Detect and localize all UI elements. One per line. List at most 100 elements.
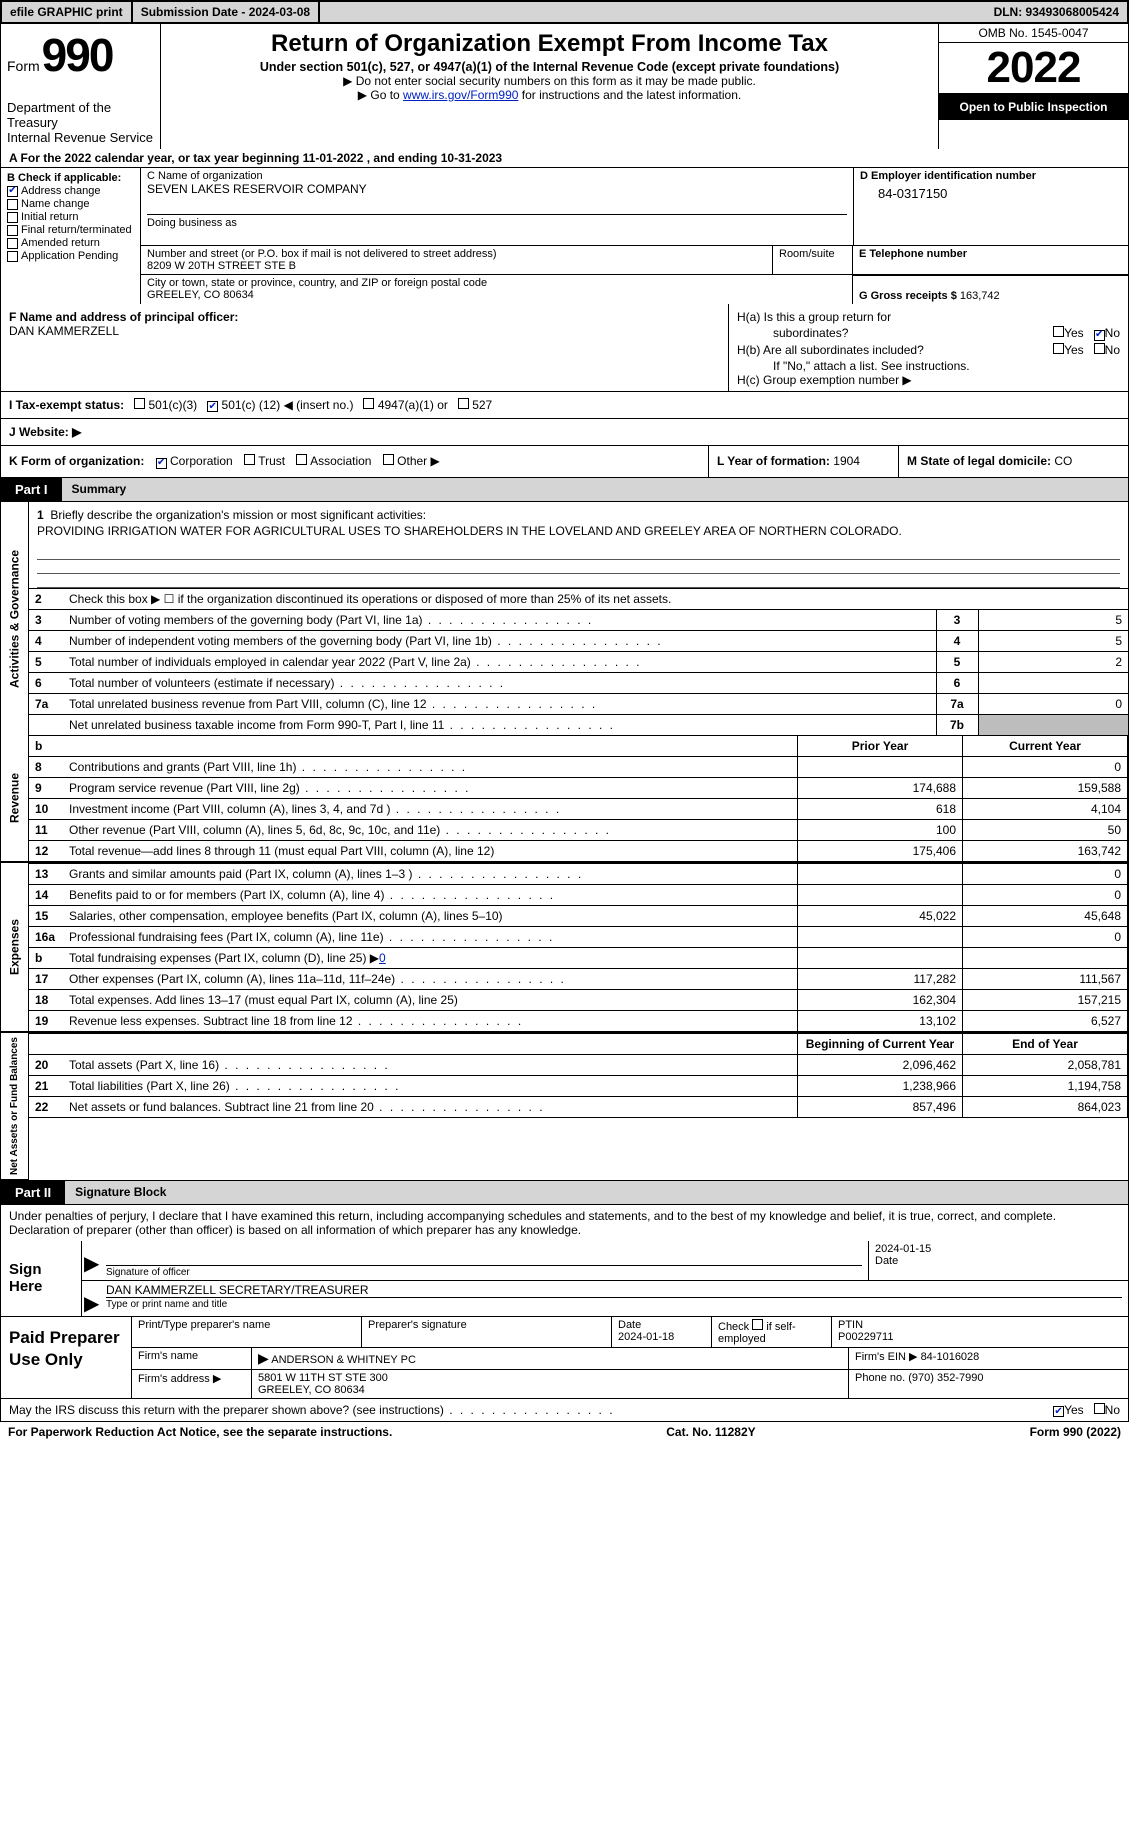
tab-expenses: Expenses bbox=[1, 863, 29, 1032]
checkbox-icon[interactable] bbox=[1053, 343, 1064, 354]
topbar: efile GRAPHIC print Submission Date - 20… bbox=[0, 0, 1129, 24]
irs-link[interactable]: www.irs.gov/Form990 bbox=[403, 88, 518, 102]
row-j-website: J Website: ▶ bbox=[0, 419, 1129, 446]
phone-label: E Telephone number bbox=[859, 248, 1122, 260]
tax-exempt-status: I Tax-exempt status: 501(c)(3) 501(c) (1… bbox=[1, 392, 1128, 419]
tax-year: 2022 bbox=[939, 43, 1128, 94]
part2-number: Part II bbox=[1, 1181, 65, 1204]
box-k: K Form of organization: Corporation Trus… bbox=[1, 446, 708, 477]
checkbox-icon[interactable] bbox=[7, 238, 18, 249]
room-suite: Room/suite bbox=[773, 246, 853, 274]
box-b: B Check if applicable: Address change Na… bbox=[1, 168, 141, 304]
col-end: End of Year bbox=[963, 1033, 1128, 1054]
gross-receipts-label: G Gross receipts $ bbox=[859, 290, 957, 302]
arrow-icon: ▶ bbox=[82, 1281, 100, 1316]
sign-here-label: Sign Here bbox=[1, 1241, 81, 1316]
checkbox-icon[interactable] bbox=[7, 251, 18, 262]
box-l: L Year of formation: 1904 bbox=[708, 446, 898, 477]
checkbox-icon[interactable] bbox=[1094, 343, 1105, 354]
checkbox-icon[interactable] bbox=[134, 398, 145, 409]
mission-text: PROVIDING IRRIGATION WATER FOR AGRICULTU… bbox=[37, 522, 1120, 544]
checkbox-icon[interactable] bbox=[1053, 326, 1064, 337]
line-1: 1 Briefly describe the organization's mi… bbox=[29, 502, 1128, 546]
blank-line bbox=[37, 546, 1120, 560]
part2-header: Part II Signature Block bbox=[0, 1181, 1129, 1205]
chk-name-change: Name change bbox=[7, 198, 134, 210]
checkbox-icon[interactable] bbox=[207, 401, 218, 412]
goto-prefix: ▶ Go to bbox=[358, 88, 403, 102]
signature-declaration: Under penalties of perjury, I declare th… bbox=[0, 1205, 1129, 1241]
checkbox-icon[interactable] bbox=[1053, 1406, 1064, 1417]
discuss-with-preparer: May the IRS discuss this return with the… bbox=[0, 1399, 1129, 1423]
checkbox-icon[interactable] bbox=[7, 199, 18, 210]
part1-body: Activities & Governance 1 Briefly descri… bbox=[0, 502, 1129, 1181]
submission-date: Submission Date - 2024-03-08 bbox=[133, 2, 320, 22]
dba-label: Doing business as bbox=[147, 214, 847, 229]
col-prior-year: Prior Year bbox=[798, 735, 963, 756]
box-d: D Employer identification number 84-0317… bbox=[853, 168, 1128, 245]
instructions-link-line: ▶ Go to www.irs.gov/Form990 for instruct… bbox=[171, 88, 928, 102]
irs-label: Internal Revenue Service bbox=[7, 130, 154, 145]
city-row: City or town, state or province, country… bbox=[141, 274, 1128, 304]
net-assets-table: Beginning of Current YearEnd of Year 20T… bbox=[29, 1033, 1128, 1118]
form-subtitle: Under section 501(c), 527, or 4947(a)(1)… bbox=[171, 60, 928, 74]
checkbox-icon[interactable] bbox=[1094, 330, 1105, 341]
preparer-name-label: Print/Type preparer's name bbox=[132, 1317, 362, 1347]
header-left: Form 990 Department of the Treasury Inte… bbox=[1, 24, 161, 149]
name-label: C Name of organization bbox=[147, 170, 847, 182]
org-name-block: C Name of organization SEVEN LAKES RESER… bbox=[141, 168, 853, 245]
blank-line bbox=[37, 574, 1120, 588]
chk-address-change: Address change bbox=[7, 185, 134, 197]
officer-name: DAN KAMMERZELL bbox=[9, 324, 720, 338]
chk-initial-return: Initial return bbox=[7, 211, 134, 223]
checkbox-icon[interactable] bbox=[244, 454, 255, 465]
checkbox-icon[interactable] bbox=[7, 225, 18, 236]
firm-phone: Phone no. (970) 352-7990 bbox=[848, 1370, 1128, 1398]
col-beginning: Beginning of Current Year bbox=[798, 1033, 963, 1054]
checkbox-icon[interactable] bbox=[7, 212, 18, 223]
row-klm: K Form of organization: Corporation Trus… bbox=[0, 446, 1129, 478]
sign-here-block: Sign Here ▶ Signature of officer 2024-01… bbox=[0, 1241, 1129, 1317]
tab-activities: Activities & Governance bbox=[1, 502, 29, 735]
preparer-date: Date2024-01-18 bbox=[612, 1317, 712, 1347]
box-b-label: B Check if applicable: bbox=[7, 172, 134, 184]
box-h: H(a) Is this a group return for subordin… bbox=[728, 304, 1128, 391]
checkbox-icon[interactable] bbox=[296, 454, 307, 465]
checkbox-icon[interactable] bbox=[1094, 1403, 1105, 1414]
checkbox-icon[interactable] bbox=[458, 398, 469, 409]
open-to-public: Open to Public Inspection bbox=[939, 94, 1128, 120]
header-right: OMB No. 1545-0047 2022 Open to Public In… bbox=[938, 24, 1128, 149]
officer-signature: Signature of officer bbox=[100, 1241, 868, 1280]
tab-revenue: Revenue bbox=[1, 735, 29, 862]
checkbox-icon[interactable] bbox=[156, 458, 167, 469]
governance-table: 2Check this box ▶ ☐ if the organization … bbox=[29, 588, 1128, 735]
firm-address: 5801 W 11TH ST STE 300GREELEY, CO 80634 bbox=[252, 1370, 848, 1398]
chk-final-return: Final return/terminated bbox=[7, 224, 134, 236]
col-current-year: Current Year bbox=[963, 735, 1128, 756]
form-header: Form 990 Department of the Treasury Inte… bbox=[0, 24, 1129, 149]
checkbox-icon[interactable] bbox=[752, 1319, 763, 1330]
ein-value: 84-0317150 bbox=[860, 182, 1122, 205]
firm-address-label: Firm's address ▶ bbox=[132, 1370, 252, 1398]
firm-ein: Firm's EIN ▶ 84-1016028 bbox=[848, 1348, 1128, 1369]
form-page-label: Form 990 (2022) bbox=[1030, 1425, 1121, 1439]
form-number: 990 bbox=[42, 28, 113, 82]
street-address: Number and street (or P.O. box if mail i… bbox=[141, 246, 773, 274]
part2-title: Signature Block bbox=[65, 1181, 1128, 1204]
form-title: Return of Organization Exempt From Incom… bbox=[171, 30, 928, 58]
firm-name-label: Firm's name bbox=[132, 1348, 252, 1369]
cat-number: Cat. No. 11282Y bbox=[666, 1425, 755, 1439]
box-c: C Name of organization SEVEN LAKES RESER… bbox=[141, 168, 1128, 304]
efile-label: efile GRAPHIC print bbox=[2, 2, 133, 22]
firm-name: ▶ ANDERSON & WHITNEY PC bbox=[252, 1348, 848, 1369]
page-footer: For Paperwork Reduction Act Notice, see … bbox=[0, 1422, 1129, 1442]
checkbox-icon[interactable] bbox=[383, 454, 394, 465]
ssn-warning: ▶ Do not enter social security numbers o… bbox=[171, 74, 928, 88]
form-word: Form bbox=[7, 58, 40, 74]
ha-yes-no: Yes No bbox=[1053, 326, 1120, 341]
arrow-icon: ▶ bbox=[82, 1241, 100, 1280]
officer-label: F Name and address of principal officer: bbox=[9, 310, 720, 324]
checkbox-icon[interactable] bbox=[363, 398, 374, 409]
form-990-logo: Form 990 bbox=[7, 28, 154, 82]
checkbox-icon[interactable] bbox=[7, 186, 18, 197]
